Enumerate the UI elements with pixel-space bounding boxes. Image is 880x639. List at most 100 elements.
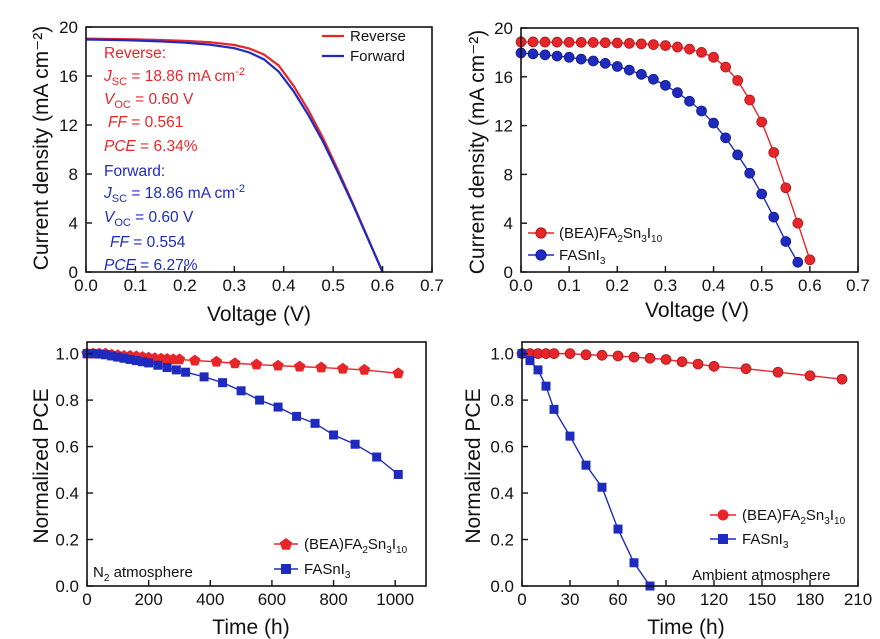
data-point bbox=[660, 354, 672, 365]
data-point bbox=[599, 37, 611, 49]
data-point bbox=[768, 147, 780, 158]
data-point bbox=[804, 254, 816, 266]
x-tick-label: 0 bbox=[517, 590, 526, 609]
legend-label-fasni: FASnI3 bbox=[559, 247, 606, 267]
panel-jv-reverse-forward: 0.0 0.1 0.2 0.3 0.4 0.5 0.6 0.7 0 4 8 12 16 20 Volta… bbox=[30, 18, 444, 326]
data-point bbox=[648, 73, 659, 85]
series-line-b bbox=[521, 353, 651, 587]
plot-frame bbox=[86, 341, 427, 587]
data-point bbox=[792, 256, 804, 268]
plot-area bbox=[515, 36, 816, 268]
atmosphere-note: Ambient atmosphere bbox=[692, 567, 830, 584]
data-point bbox=[672, 87, 683, 99]
y-axis-label: Normalized PCE bbox=[462, 388, 485, 543]
data-point bbox=[780, 236, 792, 247]
legend-label-bea: (BEA)FA2Sn3I10 bbox=[742, 507, 846, 527]
y-tick-label: 0.2 bbox=[55, 531, 79, 550]
data-point bbox=[672, 41, 683, 53]
data-point bbox=[575, 37, 587, 48]
data-point bbox=[581, 460, 591, 470]
y-tick-label: 0.6 bbox=[55, 438, 79, 457]
annot-forward-ff: FF = 0.554 bbox=[110, 234, 186, 251]
x-tick-label: 0.4 bbox=[702, 276, 726, 295]
data-point bbox=[756, 116, 768, 128]
data-point bbox=[756, 188, 768, 200]
plot-frame bbox=[520, 27, 859, 273]
data-point bbox=[153, 360, 163, 370]
x-axis: 0.0 0.1 0.2 0.3 0.4 0.5 0.6 0.7 bbox=[74, 266, 444, 295]
plot-area bbox=[81, 347, 404, 479]
data-point bbox=[272, 359, 284, 371]
y-tick-label: 0.6 bbox=[490, 438, 514, 457]
data-point bbox=[623, 38, 635, 49]
y-tick-label: 0.8 bbox=[490, 391, 514, 410]
legend-marker-bea bbox=[535, 227, 547, 239]
x-tick-label: 0.7 bbox=[846, 276, 870, 295]
data-point bbox=[329, 430, 339, 440]
data-point bbox=[551, 50, 563, 62]
annot-forward-pce: PCE = 6.27% bbox=[104, 257, 198, 274]
data-point bbox=[539, 49, 551, 61]
data-point bbox=[596, 349, 608, 361]
data-point bbox=[720, 61, 731, 73]
x-tick-label: 120 bbox=[700, 590, 728, 609]
annot-reverse-ff: FF = 0.561 bbox=[108, 114, 183, 131]
data-point bbox=[708, 51, 719, 63]
y-axis-label: Current density (mA cm⁻²) bbox=[30, 26, 53, 270]
data-point bbox=[372, 452, 382, 462]
data-point bbox=[549, 404, 559, 414]
data-point bbox=[393, 469, 403, 479]
y-axis: 0 4 8 12 16 20 bbox=[494, 19, 527, 282]
x-tick-label: 400 bbox=[196, 590, 224, 609]
data-point bbox=[563, 36, 575, 48]
legend-label-fasni: FASnI3 bbox=[742, 531, 789, 551]
legend-marker-fasni bbox=[535, 249, 547, 261]
data-point bbox=[636, 69, 647, 80]
data-point bbox=[780, 182, 792, 194]
y-tick-label: 20 bbox=[59, 18, 78, 37]
data-point bbox=[255, 395, 265, 405]
data-point bbox=[648, 39, 659, 50]
data-point bbox=[563, 51, 575, 63]
data-point bbox=[218, 378, 228, 388]
x-axis: 0 200 400 600 800 1000 bbox=[82, 580, 414, 609]
data-point bbox=[732, 75, 743, 86]
data-point bbox=[772, 366, 784, 378]
x-tick-label: 0.4 bbox=[272, 276, 296, 295]
plot-area bbox=[516, 348, 848, 591]
x-tick-label: 0.6 bbox=[798, 276, 822, 295]
y-axis: 0 4 8 12 16 20 bbox=[59, 18, 92, 282]
y-tick-label: 0.0 bbox=[490, 577, 514, 596]
legend-label-bea: (BEA)FA2Sn3I10 bbox=[304, 536, 408, 556]
x-tick-label: 0.6 bbox=[371, 276, 395, 295]
data-point bbox=[541, 381, 551, 391]
y-tick-label: 12 bbox=[59, 116, 78, 135]
data-point bbox=[350, 439, 360, 449]
data-point bbox=[744, 167, 756, 179]
data-point bbox=[527, 48, 539, 60]
data-point bbox=[740, 363, 752, 375]
legend-marker-bea bbox=[717, 509, 729, 521]
data-point bbox=[273, 402, 283, 412]
y-tick-label: 1.0 bbox=[55, 345, 79, 364]
x-tick-label: 210 bbox=[844, 590, 872, 609]
data-point bbox=[636, 38, 647, 50]
data-point bbox=[804, 370, 816, 382]
y-tick-label: 0.8 bbox=[55, 391, 79, 410]
x-tick-label: 90 bbox=[657, 590, 676, 609]
x-axis-label: Voltage (V) bbox=[207, 303, 311, 326]
legend-label-fasni: FASnI3 bbox=[304, 561, 351, 581]
y-tick-label: 20 bbox=[494, 19, 513, 38]
x-axis: 0.0 0.1 0.2 0.3 0.4 0.5 0.6 0.7 bbox=[509, 266, 870, 295]
x-tick-label: 0.5 bbox=[321, 276, 345, 295]
x-tick-label: 0.1 bbox=[124, 276, 148, 295]
data-point bbox=[575, 53, 587, 65]
data-point bbox=[337, 362, 349, 374]
data-point bbox=[171, 365, 181, 375]
data-point bbox=[310, 418, 320, 428]
data-point bbox=[107, 351, 117, 361]
x-tick-label: 0.1 bbox=[557, 276, 581, 295]
data-point bbox=[100, 350, 110, 360]
series-line-b bbox=[87, 352, 399, 476]
